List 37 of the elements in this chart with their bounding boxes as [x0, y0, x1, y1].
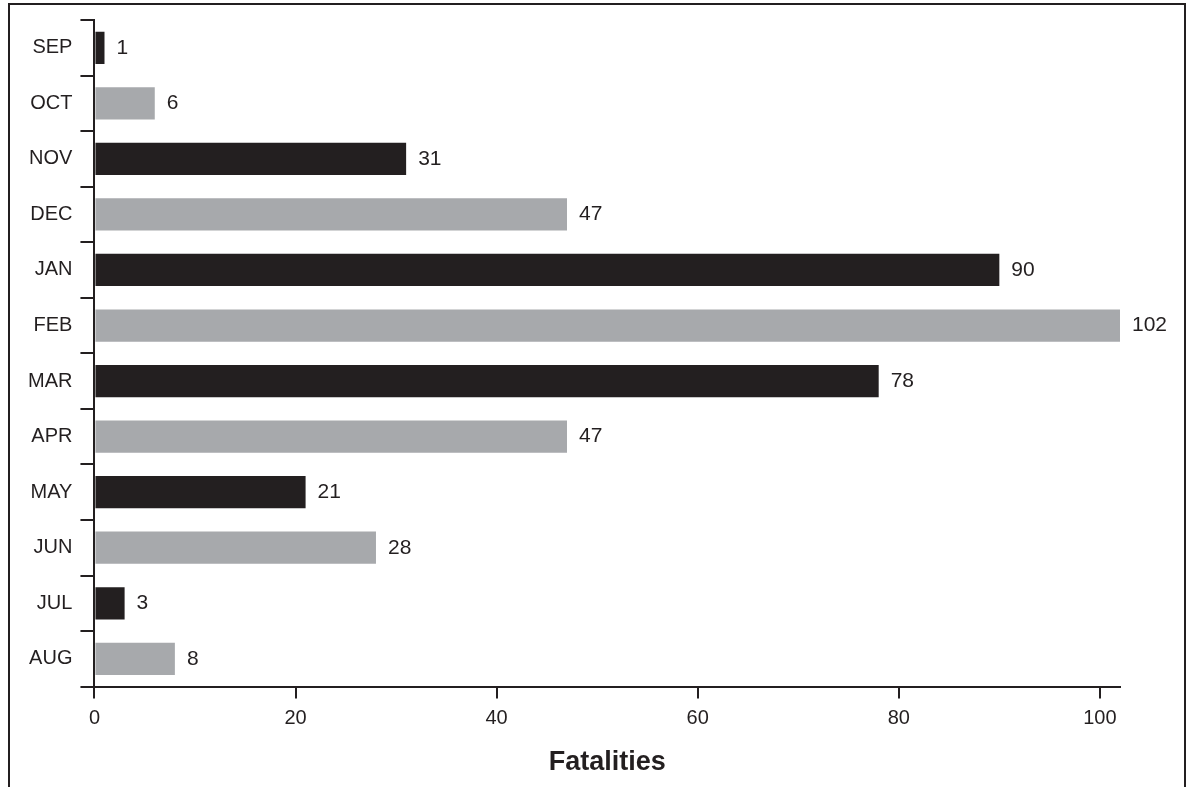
y-tick-label: OCT	[30, 90, 73, 113]
data-label: 102	[1132, 312, 1168, 336]
bar	[95, 420, 567, 453]
data-label: 8	[186, 645, 199, 669]
data-label: 6	[166, 90, 179, 114]
data-label: 28	[387, 534, 412, 558]
y-tick-label: AUG	[29, 646, 73, 669]
y-tick-label: SEP	[32, 35, 73, 58]
bar	[95, 87, 155, 120]
data-label: 3	[136, 590, 149, 614]
y-tick-label: MAY	[30, 479, 73, 502]
data-label: 47	[579, 423, 603, 447]
y-tick-label: JUN	[33, 535, 73, 558]
bar	[95, 309, 1120, 342]
x-axis-title: Fatalities	[548, 746, 666, 777]
y-tick-label: NOV	[29, 146, 74, 169]
data-label: 78	[890, 367, 915, 391]
x-tick-label: 100	[1083, 706, 1117, 729]
x-tick-label: 40	[485, 706, 508, 729]
x-tick-label: 80	[887, 706, 910, 729]
bar	[95, 198, 567, 231]
data-label: 47	[579, 201, 603, 225]
y-tick-label: FEB	[33, 313, 73, 336]
y-tick-label: MAR	[27, 368, 73, 391]
y-tick-label: APR	[31, 424, 73, 447]
bar	[95, 531, 376, 564]
data-label: 31	[418, 145, 442, 169]
x-tick-label: 20	[284, 706, 307, 729]
y-tick-label: JAN	[34, 257, 73, 280]
data-label: 1	[116, 34, 129, 58]
data-label: 21	[317, 478, 341, 502]
data-label: 90	[1011, 256, 1035, 280]
y-tick-label: DEC	[30, 201, 73, 224]
y-tick-label: JUL	[36, 590, 73, 613]
bar	[95, 642, 175, 675]
x-tick-label: 60	[686, 706, 709, 729]
x-tick-label: 0	[88, 706, 101, 729]
